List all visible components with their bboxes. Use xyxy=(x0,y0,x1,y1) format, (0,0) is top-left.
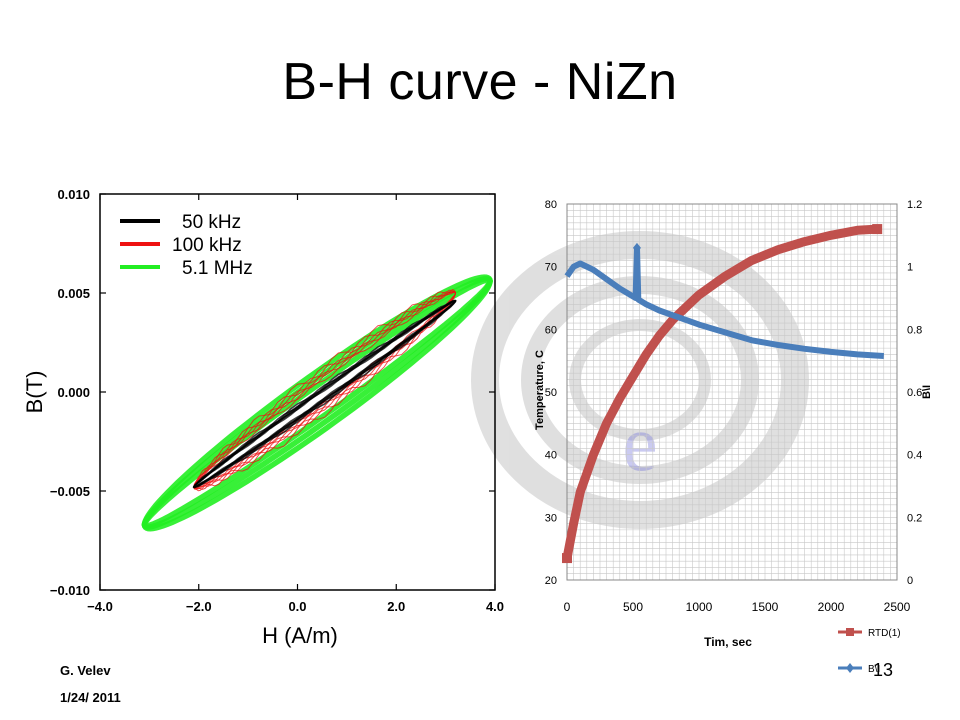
temp-y2-tick-label: 0.4 xyxy=(907,450,922,462)
rtd-series-start-marker xyxy=(562,553,572,564)
temp-y2-tick-label: 0.6 xyxy=(907,387,922,399)
bh-y-tick-label: 0.000 xyxy=(57,385,90,400)
b-series-line xyxy=(564,244,884,359)
bh-y-tick-label: −0.010 xyxy=(50,583,90,598)
temp-x-tick-label: 500 xyxy=(623,600,643,614)
temp-x-tick-label: 2000 xyxy=(818,600,845,614)
temp-y2-tick-label: 0 xyxy=(907,575,913,587)
temp-y-tick-label: 60 xyxy=(545,324,557,336)
temp-y-tick-label: 40 xyxy=(545,450,557,462)
temp-y2-tick-label: 1.2 xyxy=(907,199,922,211)
temp-grid xyxy=(566,203,898,581)
temp-y-tick-label: 80 xyxy=(545,199,557,211)
temp-x-tick-label: 2500 xyxy=(884,600,911,614)
bh-x-tick-label: −2.0 xyxy=(186,599,212,614)
bh-x-tick-label: 0.0 xyxy=(288,599,306,614)
bh-y-tick-label: 0.005 xyxy=(57,286,90,301)
bh-y-axis-label: B(T) xyxy=(22,371,47,414)
slide-title: B-H curve - NiZn xyxy=(282,53,678,111)
temp-legend-label: B\I xyxy=(868,664,880,675)
bh-x-tick-label: −4.0 xyxy=(87,599,113,614)
bh-x-axis-label: H (A/m) xyxy=(262,623,338,648)
temp-legend: RTD(1) B\I xyxy=(838,628,901,675)
temp-y-tick-label: 30 xyxy=(545,512,557,524)
temp-x-tick-label: 1000 xyxy=(686,600,713,614)
rtd-series-line xyxy=(562,224,878,559)
temp-y2-tick-label: 0.8 xyxy=(907,324,922,336)
temp-y-tick-label: 20 xyxy=(545,575,557,587)
temp-x-axis-label: Tim, sec xyxy=(704,635,752,649)
temp-x-tick-label: 1500 xyxy=(752,600,779,614)
temp-legend-marker xyxy=(846,628,854,636)
bh-legend-label: 100 kHz xyxy=(172,235,242,256)
temp-legend-marker xyxy=(846,663,854,673)
bh-loop-50-khz xyxy=(192,299,457,489)
bh-y-tick-label: −0.005 xyxy=(50,484,90,499)
bh-loops xyxy=(141,274,494,532)
bh-x-tick-label: 4.0 xyxy=(486,599,504,614)
temp-y2-tick-label: 0.2 xyxy=(907,512,922,524)
temp-y2-tick-label: 1 xyxy=(907,262,913,274)
temp-y-tick-label: 70 xyxy=(545,262,557,274)
b-series-peak-marker xyxy=(632,242,641,253)
temp-y2-axis-label: B\I xyxy=(921,385,933,399)
temp-x-tick-label: 0 xyxy=(564,600,571,614)
temp-legend-label: RTD(1) xyxy=(868,628,901,639)
temp-plot-frame xyxy=(566,203,898,581)
slide-date: 1/24/ 2011 xyxy=(60,690,121,705)
temp-ticks: 0 500 1000 1500 2000 2500 20 30 40 50 60 70 80 0 0.2 0.… xyxy=(545,199,923,614)
temp-y-tick-label: 50 xyxy=(545,387,557,399)
bh-x-tick-label: 2.0 xyxy=(387,599,405,614)
page-number: 13 xyxy=(873,660,894,680)
temp-y-axis-label: Temperature, C xyxy=(534,350,546,430)
bh-legend-label: 50 kHz xyxy=(182,212,241,233)
watermark-letter: e xyxy=(622,400,658,488)
author-name: G. Velev xyxy=(60,663,111,678)
temp-series xyxy=(562,224,884,564)
bh-legend-label: 5.1 MHz xyxy=(182,258,253,279)
bh-y-tick-label: 0.010 xyxy=(57,187,90,202)
rtd-series-end-marker xyxy=(872,224,883,235)
bh-ticks: −4.0 −2.0 0.0 2.0 4.0 0.010 0.005 0.000 −0.005 −0… xyxy=(50,187,504,614)
